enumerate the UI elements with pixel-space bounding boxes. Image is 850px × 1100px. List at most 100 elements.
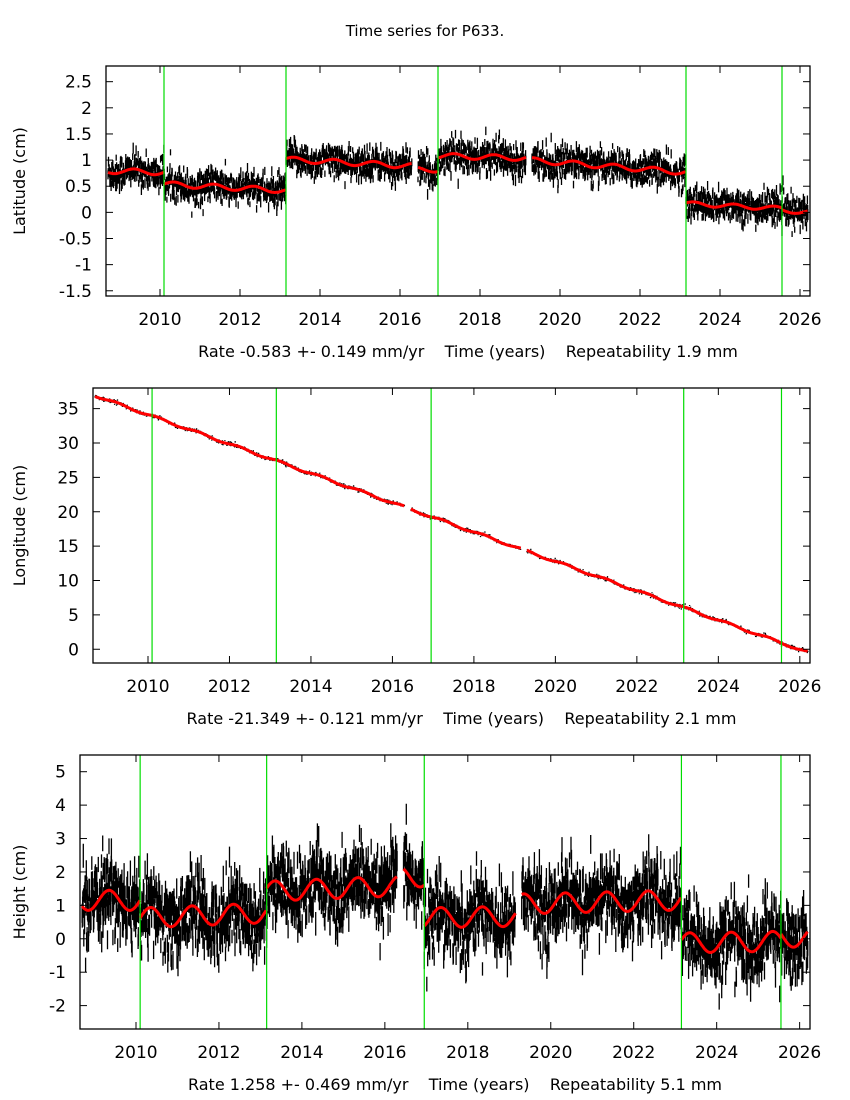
x-tick-label: 2016 xyxy=(378,310,421,330)
model-curve-4 xyxy=(430,515,522,550)
x-tick-label: 2020 xyxy=(538,310,581,330)
x-tick-label: 2024 xyxy=(698,310,741,330)
y-axis-label: Longitude (cm) xyxy=(10,465,29,587)
y-tick-label: 30 xyxy=(57,434,79,454)
plot-area-latitude xyxy=(107,126,809,237)
model-curve-6 xyxy=(685,200,783,211)
x-tick-label: 2012 xyxy=(218,310,261,330)
y-tick-label: -2 xyxy=(49,997,66,1017)
y-tick-label: 4 xyxy=(55,796,66,816)
data-segment-0 xyxy=(81,835,141,973)
y-tick-label: 1.5 xyxy=(65,125,92,145)
model-curve-7 xyxy=(779,930,809,949)
x-tick-label: 2020 xyxy=(534,677,577,697)
x-tick-label: 2022 xyxy=(615,677,658,697)
y-tick-label: 10 xyxy=(57,572,79,592)
x-tick-label: 2016 xyxy=(363,1043,406,1063)
x-tick-label: 2018 xyxy=(446,1043,489,1063)
y-tick-label: 2.5 xyxy=(65,73,92,93)
data-segment-7 xyxy=(781,175,809,237)
model-curve-2 xyxy=(285,155,412,170)
y-tick-label: 0 xyxy=(55,930,66,950)
model-curve-5 xyxy=(521,889,683,915)
model-curve-1 xyxy=(151,414,277,462)
model-curve-6 xyxy=(683,605,783,645)
model-curve-5 xyxy=(532,156,687,176)
x-tick-label: 2010 xyxy=(138,310,181,330)
x-axis-label: Rate -0.583 +- 0.149 mm/yr Time (years) … xyxy=(198,342,738,361)
plot-area-height xyxy=(80,803,809,1010)
y-tick-label: -1 xyxy=(75,256,92,276)
model-curve-7 xyxy=(780,641,808,653)
model-curve-3 xyxy=(417,165,439,174)
x-tick-label: 2014 xyxy=(289,677,332,697)
y-tick-label: 15 xyxy=(57,537,79,557)
model-curve-3 xyxy=(410,507,432,519)
y-tick-label: 0.5 xyxy=(65,177,92,197)
chart-title: Time series for P633. xyxy=(345,22,505,40)
x-axis-label: Rate 1.258 +- 0.469 mm/yr Time (years) R… xyxy=(188,1075,722,1094)
x-axis-label: Rate -21.349 +- 0.121 mm/yr Time (years)… xyxy=(187,709,737,728)
model-curve-5 xyxy=(526,548,684,609)
x-tick-label: 2022 xyxy=(618,310,661,330)
model-curve-0 xyxy=(107,167,165,177)
panel-longitude: 2010 2012 2014 2016 2018 2020 2022 2024 2026 0 5 10… xyxy=(10,387,821,728)
y-axis-label: Latitude (cm) xyxy=(10,127,29,235)
model-curve-0 xyxy=(94,395,153,417)
model-curve-4 xyxy=(423,905,517,929)
data-points-latitude xyxy=(107,126,809,237)
model-curve-3 xyxy=(402,867,426,889)
x-tick-label: 2026 xyxy=(778,310,821,330)
model-curve-6 xyxy=(680,929,783,955)
plot-frame xyxy=(92,387,811,664)
y-tick-label: -1 xyxy=(49,963,66,983)
model-curve-1 xyxy=(138,902,268,929)
x-tick-label: 2020 xyxy=(529,1043,572,1063)
y-tick-label: 3 xyxy=(55,830,66,850)
plot-area-longitude xyxy=(94,394,809,654)
y-tick-label: 20 xyxy=(57,503,79,523)
data-segment-6 xyxy=(680,874,782,1010)
plot-frame xyxy=(105,65,811,297)
y-tick-label: 1 xyxy=(81,151,92,171)
data-segment-2 xyxy=(275,458,406,507)
data-segment-3 xyxy=(402,803,425,930)
model-curve-2 xyxy=(275,458,405,508)
plot-frame xyxy=(79,754,811,1030)
y-tick-label: -0.5 xyxy=(59,230,92,250)
x-tick-label: 2018 xyxy=(452,677,495,697)
y-axis-label: Height (cm) xyxy=(10,845,29,940)
data-segment-3 xyxy=(417,146,439,200)
x-tick-label: 2010 xyxy=(114,1043,157,1063)
y-tick-label: 2 xyxy=(81,99,92,119)
panel-height: 2010 2012 2014 2016 2018 2020 2022 2024 2026-2-1… xyxy=(10,754,821,1094)
y-tick-label: 0 xyxy=(68,640,79,660)
x-tick-label: 2014 xyxy=(298,310,341,330)
x-tick-label: 2012 xyxy=(197,1043,240,1063)
data-segment-0 xyxy=(107,142,165,196)
x-tick-label: 2026 xyxy=(778,1043,821,1063)
model-curve-1 xyxy=(163,180,287,194)
model-curve-0 xyxy=(80,888,142,912)
model-curve-2 xyxy=(265,875,398,902)
model-curve-4 xyxy=(437,152,527,162)
data-segment-5 xyxy=(521,834,682,979)
x-tick-label: 2016 xyxy=(371,677,414,697)
y-tick-label: 25 xyxy=(57,468,79,488)
y-tick-label: 5 xyxy=(68,606,79,626)
x-tick-label: 2024 xyxy=(697,677,740,697)
y-tick-label: 5 xyxy=(55,763,66,783)
y-tick-label: 2 xyxy=(55,863,66,883)
x-tick-label: 2026 xyxy=(778,677,821,697)
data-segment-1 xyxy=(139,846,268,977)
y-tick-label: 1 xyxy=(55,896,66,916)
panel-latitude: 2010 2012 2014 2016 2018 2020 2022 2024 2026 -1.5… xyxy=(10,65,822,361)
y-tick-label: 0 xyxy=(81,203,92,223)
x-tick-label: 2012 xyxy=(208,677,251,697)
x-tick-label: 2022 xyxy=(612,1043,655,1063)
x-tick-label: 2018 xyxy=(458,310,501,330)
y-tick-label: -1.5 xyxy=(59,282,92,302)
y-tick-label: 35 xyxy=(57,400,79,420)
x-tick-label: 2010 xyxy=(126,677,169,697)
